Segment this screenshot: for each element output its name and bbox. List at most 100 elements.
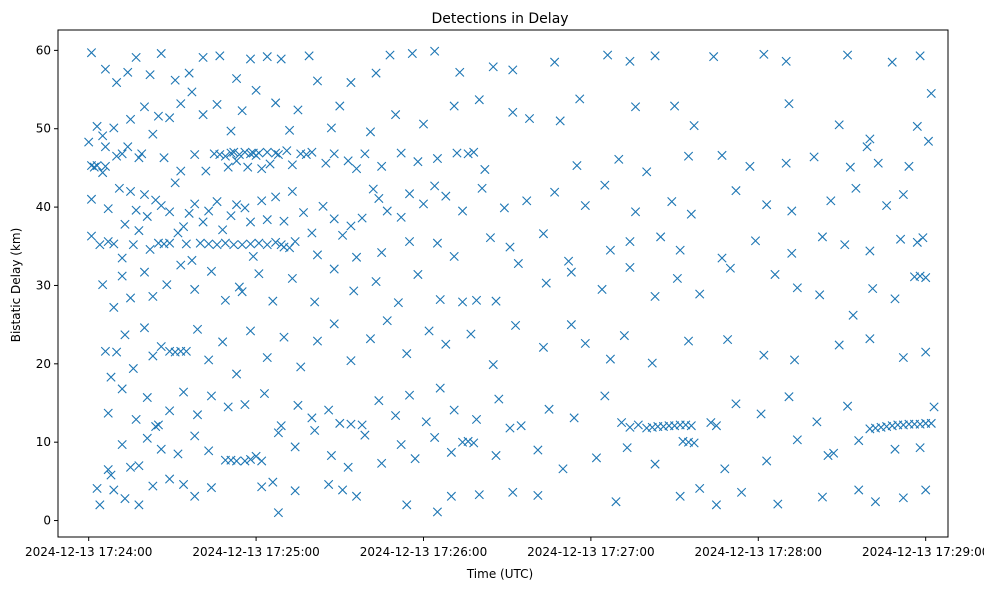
- data-point-marker: [190, 199, 200, 209]
- data-point-marker: [148, 481, 158, 491]
- data-point-marker: [432, 507, 443, 517]
- data-point-marker: [351, 164, 362, 174]
- data-point-marker: [89, 162, 99, 172]
- data-point-marker: [251, 85, 261, 95]
- data-point-marker: [112, 77, 122, 88]
- data-point-marker: [198, 110, 208, 120]
- data-point-marker: [873, 158, 883, 168]
- data-point-marker: [817, 492, 828, 502]
- data-point-marker: [890, 294, 900, 304]
- data-point-marker: [625, 422, 635, 432]
- data-point-marker: [449, 251, 459, 262]
- data-point-marker: [304, 51, 314, 61]
- data-point-marker: [915, 51, 925, 61]
- data-point-marker: [178, 387, 189, 397]
- data-point-marker: [485, 233, 496, 243]
- data-point-marker: [273, 428, 283, 438]
- data-point-marker: [418, 199, 429, 209]
- data-point-marker: [176, 166, 186, 176]
- data-point-marker: [128, 240, 138, 250]
- data-point-marker: [268, 477, 278, 487]
- data-point-marker: [109, 302, 119, 312]
- data-point-marker: [474, 95, 484, 105]
- data-point-marker: [276, 421, 286, 431]
- data-point-marker: [650, 291, 660, 302]
- data-point-marker: [912, 237, 922, 247]
- data-point-marker: [268, 296, 278, 306]
- data-point-marker: [165, 238, 175, 248]
- data-point-marker: [254, 238, 264, 248]
- data-point-marker: [173, 228, 183, 238]
- data-point-marker: [245, 54, 256, 64]
- data-point-marker: [410, 454, 420, 464]
- data-point-marker: [921, 273, 931, 283]
- y-tick-label: 10: [36, 435, 51, 449]
- y-axis-label: Bistatic Delay (km): [9, 228, 23, 343]
- data-point-marker: [279, 216, 289, 226]
- data-point-marker: [508, 65, 518, 75]
- data-point-marker: [201, 166, 211, 176]
- data-point-marker: [368, 184, 378, 194]
- data-point-marker: [112, 151, 122, 161]
- data-point-marker: [351, 491, 362, 501]
- data-point-marker: [231, 200, 242, 210]
- data-point-marker: [815, 290, 825, 300]
- data-point-marker: [750, 236, 761, 246]
- data-point-marker: [192, 410, 203, 420]
- data-point-marker: [457, 297, 468, 307]
- data-point-marker: [240, 147, 250, 157]
- data-point-marker: [293, 400, 303, 410]
- data-point-marker: [555, 116, 565, 126]
- data-point-marker: [759, 49, 769, 59]
- x-tick-label: 2024-12-13 17:28:00: [695, 545, 822, 559]
- data-point-marker: [669, 101, 680, 111]
- data-point-marker: [148, 291, 158, 302]
- data-point-marker: [245, 149, 256, 159]
- data-point-marker: [226, 148, 236, 158]
- data-point-marker: [106, 470, 116, 480]
- data-point-marker: [229, 240, 239, 250]
- data-point-marker: [921, 347, 931, 357]
- data-point-marker: [134, 226, 144, 236]
- data-point-marker: [675, 491, 685, 501]
- data-point-marker: [865, 246, 875, 256]
- data-point-marker: [298, 207, 309, 218]
- data-point-marker: [656, 232, 666, 242]
- data-point-marker: [413, 269, 423, 280]
- data-point-marker: [371, 68, 381, 78]
- data-point-marker: [882, 200, 892, 211]
- data-point-marker: [259, 389, 270, 399]
- data-point-marker: [86, 231, 97, 241]
- data-point-marker: [103, 204, 113, 214]
- data-point-marker: [842, 401, 853, 411]
- data-point-marker: [245, 239, 256, 249]
- data-point-marker: [100, 346, 111, 356]
- data-point-marker: [633, 420, 643, 430]
- data-point-marker: [918, 233, 928, 243]
- data-point-marker: [575, 94, 585, 104]
- data-point-marker: [538, 229, 549, 239]
- data-point-marker: [357, 420, 367, 430]
- data-point-marker: [114, 183, 124, 193]
- data-point-marker: [251, 451, 261, 461]
- data-point-marker: [117, 384, 127, 394]
- data-point-marker: [134, 461, 144, 471]
- data-point-marker: [377, 458, 387, 468]
- data-point-marker: [170, 178, 180, 188]
- data-point-marker: [106, 372, 116, 382]
- data-point-marker: [231, 73, 242, 84]
- data-point-marker: [257, 482, 267, 492]
- data-point-marker: [616, 418, 627, 428]
- data-point-marker: [469, 147, 479, 157]
- data-point-marker: [190, 150, 200, 160]
- data-point-marker: [603, 50, 613, 60]
- data-point-marker: [212, 99, 222, 110]
- data-point-marker: [243, 162, 253, 172]
- data-point-marker: [421, 417, 431, 427]
- data-point-marker: [731, 186, 741, 196]
- data-point-marker: [181, 239, 191, 249]
- data-point-marker: [449, 101, 459, 111]
- data-point-marker: [826, 196, 836, 206]
- data-point-marker: [125, 186, 136, 197]
- data-point-marker: [736, 487, 747, 497]
